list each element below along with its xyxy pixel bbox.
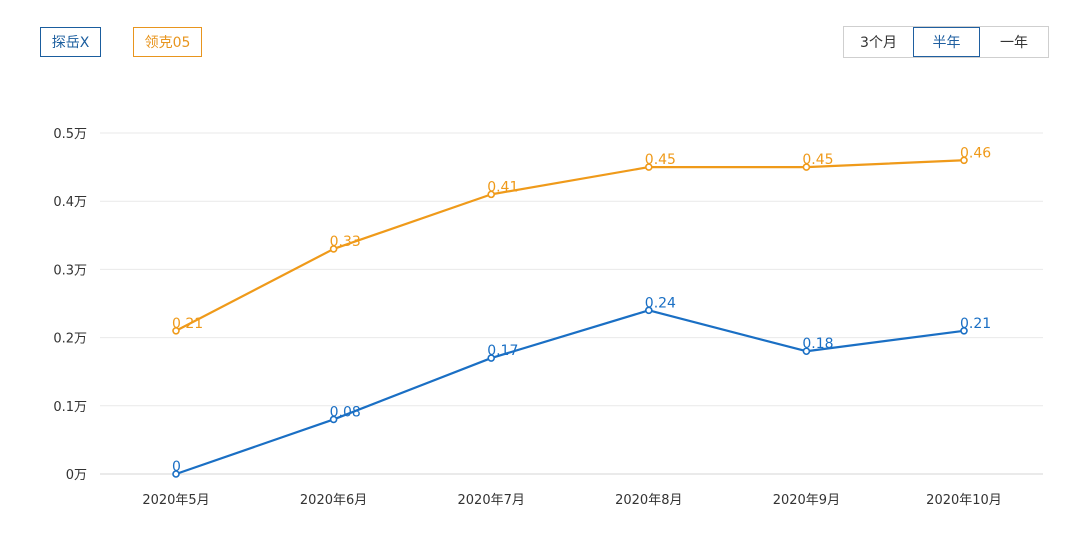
data-labels: 0 0.08 0.17 0.24 0.18 0.21 0.21 0.33 0.41 0.45 0.4… — [172, 145, 991, 475]
data-point[interactable] — [644, 163, 653, 171]
y-axis-ticks: 0万 0.1万 0.2万 0.3万 0.4万 0.5万 — [53, 127, 87, 483]
data-point[interactable] — [329, 245, 338, 253]
grid-lines — [100, 132, 1043, 475]
series-lines — [172, 156, 968, 478]
x-tick-label: 2020年9月 — [773, 493, 840, 508]
x-tick-label: 2020年7月 — [458, 493, 525, 508]
data-point[interactable] — [329, 415, 338, 424]
range-3-months-button[interactable]: 3个月 — [860, 35, 897, 51]
data-label: 0.21 — [960, 316, 991, 332]
y-tick-label: 0.5万 — [53, 127, 87, 142]
data-point[interactable] — [960, 156, 968, 165]
y-tick-label: 0.4万 — [53, 195, 87, 210]
x-tick-label: 2020年5月 — [142, 493, 209, 508]
x-axis-ticks: 2020年5月 2020年6月 2020年7月 2020年8月 2020年9月 2020年… — [142, 493, 1002, 508]
data-label: 0.18 — [802, 336, 833, 352]
time-range-selector: 3个月 半年 一年 — [843, 26, 1049, 58]
range-half-year-button[interactable]: 半年 — [913, 27, 980, 57]
range-one-year-button[interactable]: 一年 — [1000, 35, 1028, 51]
data-point[interactable] — [487, 190, 496, 199]
legend-item-tanyue[interactable]: 探岳X — [40, 27, 101, 57]
data-label: 0.08 — [330, 404, 361, 420]
data-label: 0.45 — [645, 152, 676, 168]
legend-item-lynk05[interactable]: 领克05 — [133, 27, 202, 57]
data-point[interactable] — [172, 470, 180, 478]
data-point[interactable] — [960, 326, 968, 335]
data-label: 0.46 — [960, 145, 991, 161]
series-line — [175, 159, 965, 332]
x-tick-label: 2020年6月 — [300, 493, 367, 508]
data-label: 0.21 — [172, 316, 203, 332]
y-tick-label: 0万 — [66, 468, 87, 483]
data-point[interactable] — [802, 163, 811, 171]
data-label: 0.24 — [645, 295, 676, 311]
legend-label: 领克05 — [144, 35, 191, 51]
data-point[interactable] — [802, 347, 811, 356]
data-label: 0.45 — [802, 152, 833, 168]
data-label: 0 — [172, 459, 181, 475]
y-tick-label: 0.3万 — [53, 263, 87, 278]
data-point[interactable] — [487, 354, 496, 362]
series-line — [175, 309, 965, 476]
data-label: 0.33 — [330, 234, 361, 250]
y-tick-label: 0.1万 — [53, 400, 87, 415]
data-point[interactable] — [172, 326, 180, 335]
data-label: 0.17 — [487, 343, 518, 359]
y-tick-label: 0.2万 — [53, 332, 87, 347]
data-point[interactable] — [644, 306, 653, 315]
data-label: 0.41 — [487, 179, 518, 195]
x-tick-label: 2020年10月 — [926, 493, 1002, 508]
x-tick-label: 2020年8月 — [615, 493, 682, 508]
legend-label: 探岳X — [51, 35, 90, 51]
